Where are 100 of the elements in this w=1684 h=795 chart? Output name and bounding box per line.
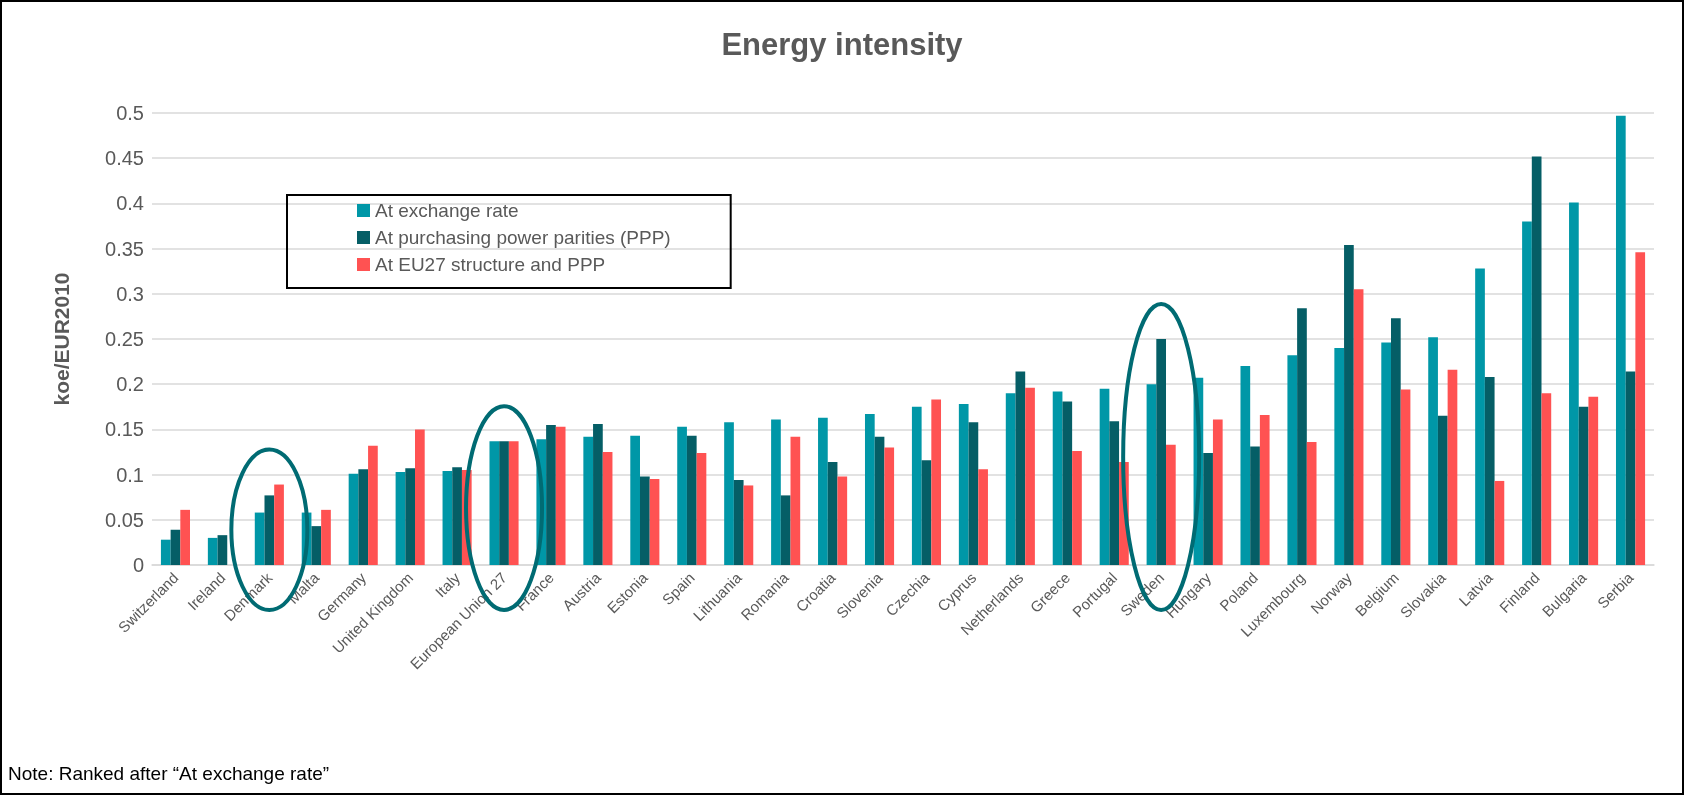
bar xyxy=(874,436,885,565)
bar xyxy=(1437,415,1448,565)
bar xyxy=(1259,414,1270,565)
bar xyxy=(508,441,519,565)
bar xyxy=(743,485,754,565)
y-axis-title: koe/EUR2010 xyxy=(50,272,73,406)
x-tick-label: Italy xyxy=(431,568,464,601)
bar xyxy=(321,509,331,565)
bar xyxy=(489,441,500,565)
bar xyxy=(160,539,171,565)
bar xyxy=(1005,393,1016,565)
bar xyxy=(1334,348,1345,565)
bar xyxy=(724,422,734,565)
bar xyxy=(1390,318,1401,565)
y-tick-label: 0.35 xyxy=(105,237,144,260)
bar xyxy=(837,476,848,565)
bar xyxy=(546,424,556,565)
bar xyxy=(978,469,988,565)
bar xyxy=(921,460,932,565)
bar xyxy=(593,423,603,565)
bar xyxy=(217,535,228,565)
bar xyxy=(602,452,613,565)
bar xyxy=(1625,371,1636,565)
bar xyxy=(1297,308,1307,565)
y-tick-label: 0.05 xyxy=(105,508,144,531)
bar xyxy=(207,537,218,565)
bar xyxy=(818,417,828,565)
y-tick-label: 0 xyxy=(132,554,144,576)
y-tick-label: 0.15 xyxy=(105,418,144,441)
bar xyxy=(442,470,453,565)
bar xyxy=(395,471,406,565)
bar xyxy=(1240,366,1251,565)
bar xyxy=(1250,446,1260,565)
legend-label: At exchange rate xyxy=(375,200,519,221)
bar xyxy=(639,476,650,565)
bar xyxy=(311,526,322,565)
bar xyxy=(1541,393,1552,565)
bar xyxy=(1484,376,1495,565)
bar xyxy=(1522,221,1532,565)
bar xyxy=(1588,396,1599,565)
bar xyxy=(405,468,416,565)
bar xyxy=(1072,451,1082,565)
bar xyxy=(1353,289,1364,565)
y-tick-label: 0.4 xyxy=(116,192,144,215)
bar xyxy=(968,422,979,565)
bar xyxy=(1306,442,1317,565)
bar xyxy=(1400,389,1411,565)
bar xyxy=(884,447,895,565)
bar xyxy=(1146,384,1157,565)
bar xyxy=(254,512,265,565)
bar xyxy=(583,436,594,565)
bar xyxy=(771,419,781,565)
chart-title: Energy intensity xyxy=(721,27,964,62)
bar xyxy=(555,426,566,565)
bar xyxy=(415,429,425,565)
text: Note: Ranked after “At exchange rate” xyxy=(8,763,330,785)
bar xyxy=(1166,444,1176,565)
bar xyxy=(358,469,369,565)
bar xyxy=(1578,406,1589,565)
bar xyxy=(1531,156,1542,565)
bar xyxy=(1381,342,1391,565)
bar xyxy=(911,406,922,565)
y-tick-label: 0.2 xyxy=(116,373,144,396)
bar xyxy=(696,452,707,565)
bar xyxy=(958,404,969,565)
bar xyxy=(1569,202,1579,565)
y-tick-label: 0.25 xyxy=(105,328,144,350)
bar xyxy=(677,426,687,565)
bar xyxy=(790,436,801,565)
legend-label: At purchasing power parities (PPP) xyxy=(375,227,671,248)
bar xyxy=(1025,387,1035,565)
bar xyxy=(1287,355,1298,565)
bar xyxy=(1156,339,1167,565)
y-tick-label: 0.45 xyxy=(105,147,144,170)
bar xyxy=(1052,391,1063,565)
bar xyxy=(1635,252,1646,565)
bar xyxy=(1212,419,1223,565)
bar xyxy=(1062,401,1073,565)
bar xyxy=(827,461,838,565)
y-tick-label: 0.3 xyxy=(116,282,144,305)
bar xyxy=(264,495,275,565)
bar xyxy=(499,441,509,565)
bar xyxy=(931,399,942,565)
bar xyxy=(170,529,181,565)
bar xyxy=(630,435,640,565)
bar xyxy=(1615,115,1626,565)
bar xyxy=(1494,480,1505,565)
bar xyxy=(274,484,284,565)
bar xyxy=(1344,244,1354,565)
bar xyxy=(368,445,378,565)
bar xyxy=(733,480,744,565)
bar xyxy=(1428,337,1438,565)
y-tick-label: 0.5 xyxy=(116,102,144,124)
y-tick-label: 0.1 xyxy=(116,463,144,486)
bar xyxy=(1099,388,1110,565)
bar xyxy=(649,479,660,565)
bar xyxy=(780,495,791,565)
bar xyxy=(686,435,697,565)
legend-label: At EU27 structure and PPP xyxy=(375,254,606,275)
bar xyxy=(180,509,191,565)
